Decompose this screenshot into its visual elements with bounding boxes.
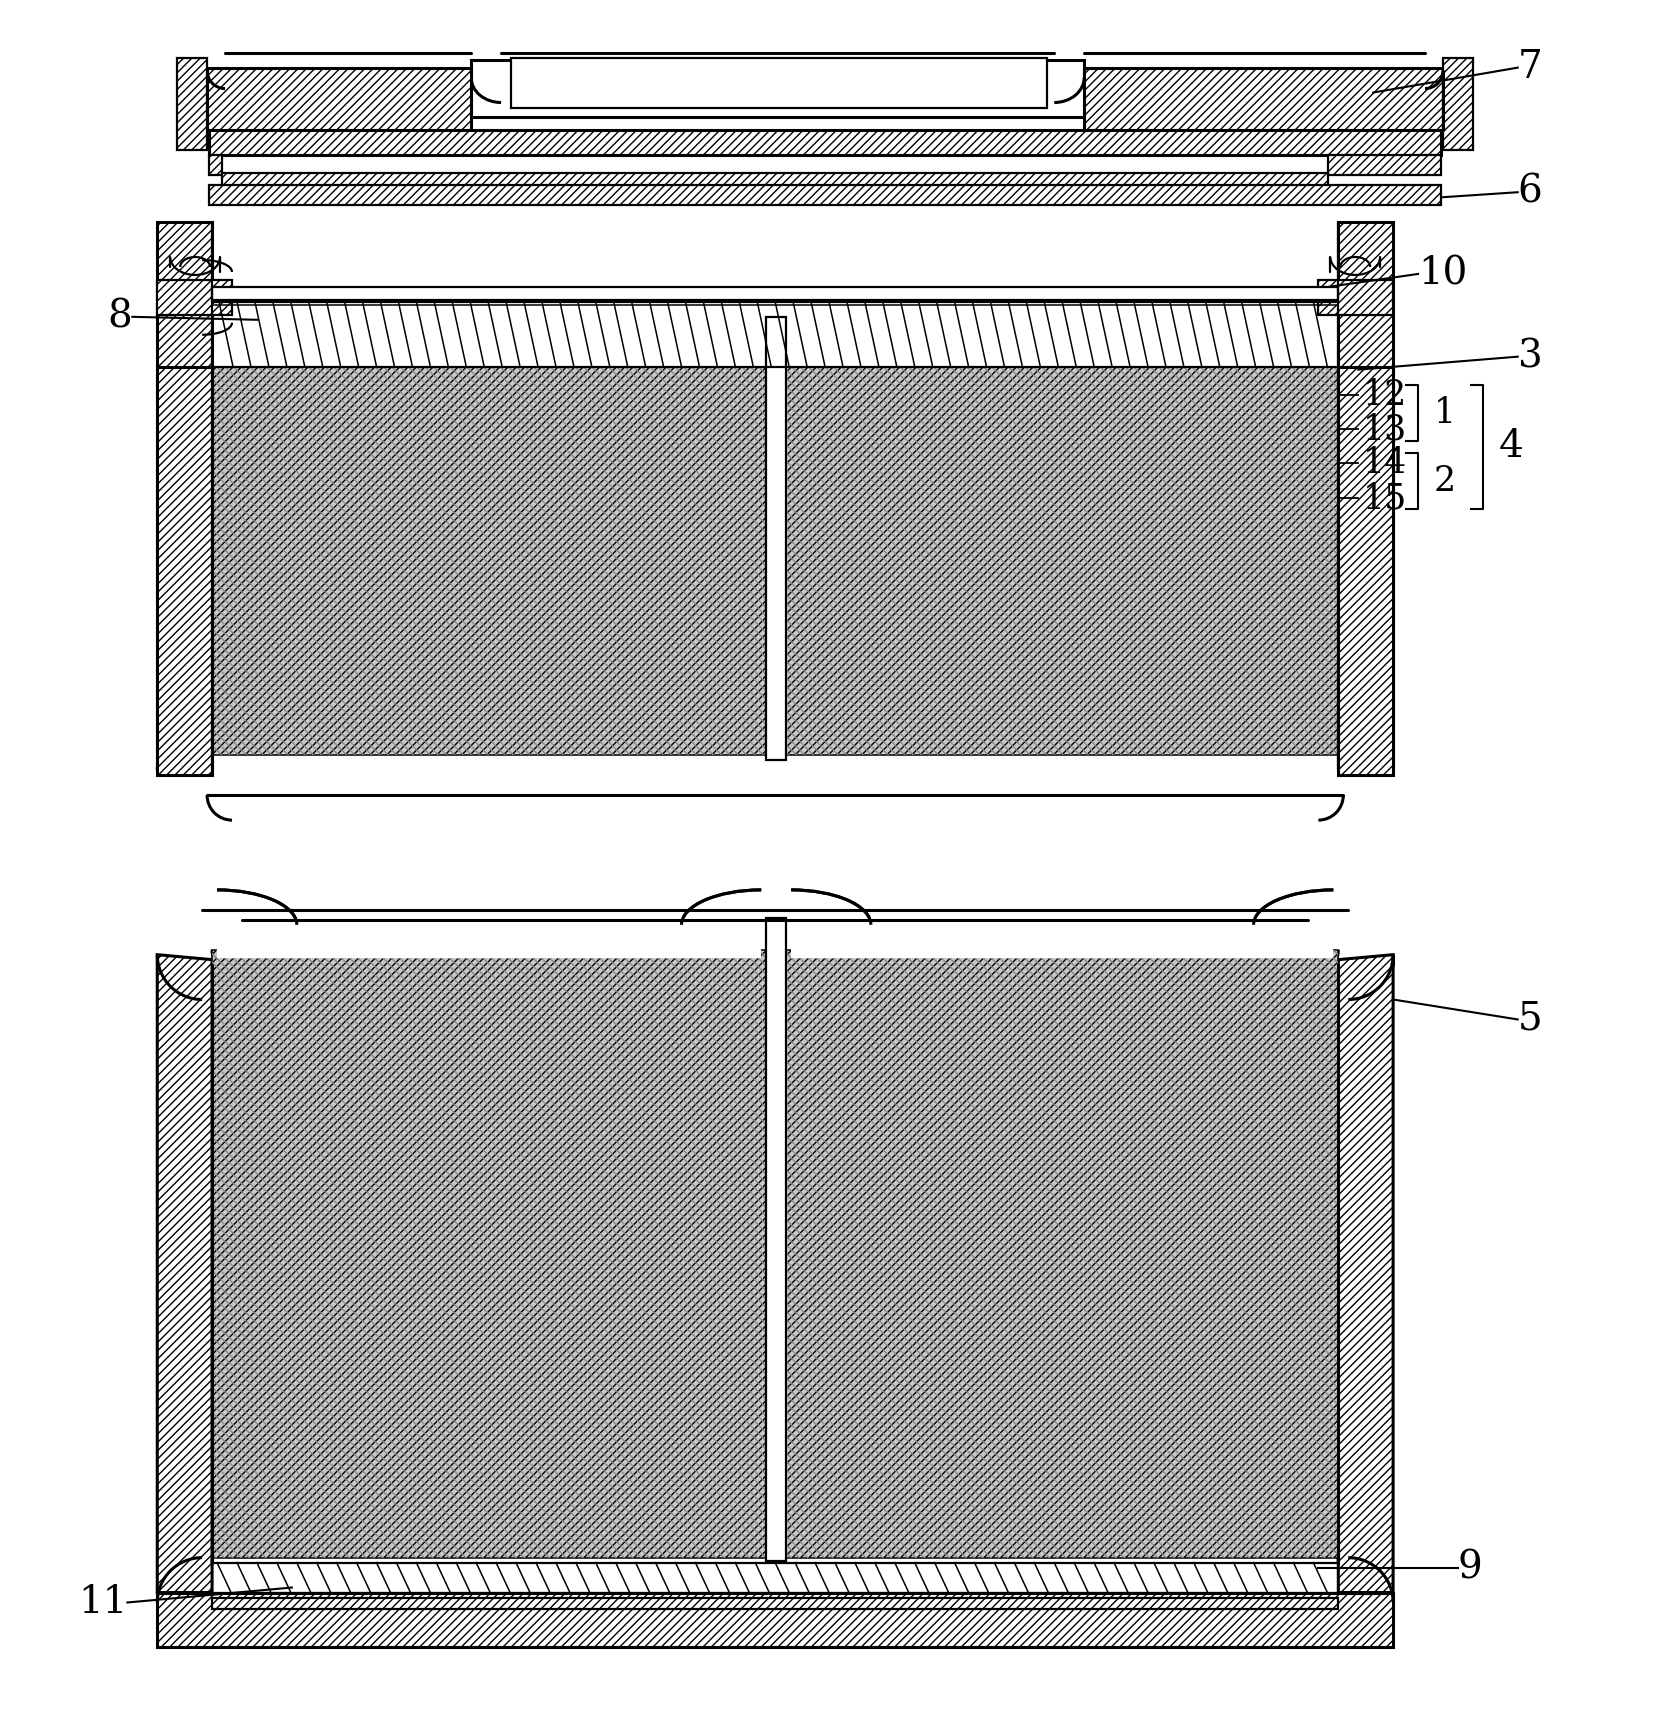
Bar xyxy=(511,58,1047,108)
Text: 11: 11 xyxy=(78,1583,126,1621)
Bar xyxy=(211,287,1338,299)
Polygon shape xyxy=(156,366,211,775)
Polygon shape xyxy=(1083,68,1443,130)
Text: 10: 10 xyxy=(1418,255,1466,292)
Polygon shape xyxy=(1338,954,1393,1592)
Text: 2: 2 xyxy=(1433,463,1456,498)
Polygon shape xyxy=(211,949,765,1558)
Bar xyxy=(216,918,760,958)
Polygon shape xyxy=(210,156,221,176)
Polygon shape xyxy=(156,954,211,1592)
Text: 1: 1 xyxy=(1433,397,1456,429)
Text: 6: 6 xyxy=(1518,174,1541,210)
Polygon shape xyxy=(176,58,206,150)
Text: 4: 4 xyxy=(1498,429,1523,465)
Polygon shape xyxy=(785,366,1338,756)
Polygon shape xyxy=(1338,222,1393,770)
Text: 3: 3 xyxy=(1518,339,1541,374)
Polygon shape xyxy=(206,68,471,130)
Polygon shape xyxy=(1318,280,1393,315)
Bar xyxy=(765,918,785,1561)
Polygon shape xyxy=(785,949,1338,1558)
Text: 14: 14 xyxy=(1363,446,1406,481)
Text: 7: 7 xyxy=(1518,50,1541,86)
Polygon shape xyxy=(210,185,1439,205)
Bar xyxy=(211,1597,1338,1609)
Polygon shape xyxy=(1338,366,1393,775)
Text: 5: 5 xyxy=(1518,1000,1541,1038)
Polygon shape xyxy=(210,130,1439,156)
Bar xyxy=(790,918,1333,958)
Polygon shape xyxy=(1443,58,1473,150)
Bar xyxy=(765,316,785,761)
Text: 13: 13 xyxy=(1363,412,1406,446)
Polygon shape xyxy=(221,173,1328,188)
Polygon shape xyxy=(156,1592,1393,1647)
Polygon shape xyxy=(1328,156,1439,176)
Text: 9: 9 xyxy=(1458,1549,1481,1587)
Polygon shape xyxy=(471,60,1083,118)
Text: 8: 8 xyxy=(108,298,131,335)
Bar xyxy=(211,918,1338,973)
Polygon shape xyxy=(156,222,211,770)
Polygon shape xyxy=(156,280,231,315)
Text: 12: 12 xyxy=(1363,378,1406,412)
Polygon shape xyxy=(211,366,765,756)
Text: 15: 15 xyxy=(1363,481,1406,515)
